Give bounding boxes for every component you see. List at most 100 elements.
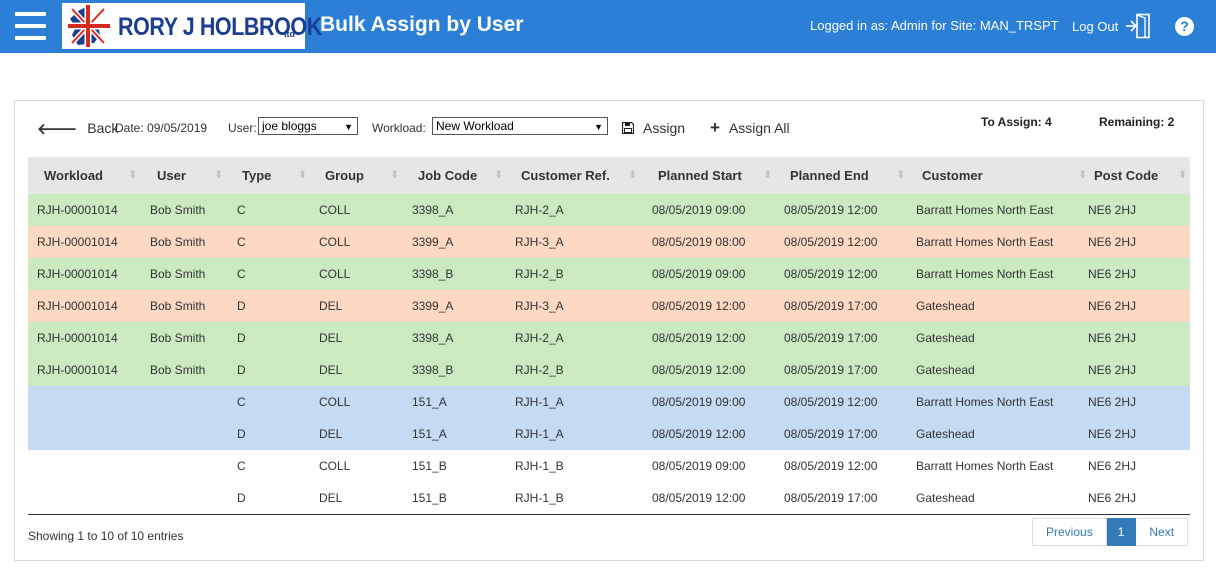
cell-planned-end: 08/05/2019 17:00 — [784, 331, 878, 345]
cell-post-code: NE6 2HJ — [1088, 267, 1137, 281]
cell-group: COLL — [319, 395, 351, 409]
sort-arrows-icon[interactable]: ⬍ — [214, 169, 224, 181]
sort-arrows-icon[interactable]: ⬍ — [1078, 169, 1088, 181]
cell-user: Bob Smith — [150, 363, 206, 377]
cell-group: COLL — [319, 459, 351, 473]
arrow-left-icon: 🡐 — [37, 120, 78, 138]
sort-arrows-icon[interactable]: ⬍ — [390, 169, 400, 181]
assign-all-label: Assign All — [728, 120, 790, 136]
cell-customer: Gateshead — [916, 363, 975, 377]
column-header-customer-ref[interactable]: Customer Ref. — [521, 168, 610, 183]
cell-user: Bob Smith — [150, 299, 206, 313]
cell-planned-end: 08/05/2019 17:00 — [784, 491, 878, 505]
table-row[interactable]: C COLL 151_A RJH-1_A 08/05/2019 09:00 08/05/2… — [28, 386, 1190, 418]
cell-post-code: NE6 2HJ — [1088, 363, 1137, 377]
table-row[interactable]: D DEL 151_A RJH-1_A 08/05/2019 12:00 08/05/20… — [28, 418, 1190, 450]
previous-page-button[interactable]: Previous — [1032, 518, 1107, 546]
cell-type: C — [237, 203, 246, 217]
cell-group: DEL — [319, 427, 343, 441]
cell-user: Bob Smith — [150, 267, 206, 281]
cell-customer: Gateshead — [916, 427, 975, 441]
cell-planned-end: 08/05/2019 12:00 — [784, 203, 878, 217]
cell-planned-start: 08/05/2019 12:00 — [652, 331, 746, 345]
cell-planned-end: 08/05/2019 17:00 — [784, 427, 878, 441]
column-header-job-code[interactable]: Job Code — [418, 168, 478, 183]
sort-arrows-icon[interactable]: ⬍ — [896, 169, 906, 181]
cell-customer-ref: RJH-3_A — [515, 299, 564, 313]
cell-post-code: NE6 2HJ — [1088, 395, 1137, 409]
cell-type: D — [237, 299, 246, 313]
union-jack-map-icon — [68, 5, 110, 47]
workload-label: Workload: — [372, 121, 426, 135]
cell-customer: Barratt Homes North East — [916, 395, 1054, 409]
cell-post-code: NE6 2HJ — [1088, 491, 1137, 505]
sort-arrows-icon[interactable]: ⬍ — [763, 169, 773, 181]
cell-planned-end: 08/05/2019 12:00 — [784, 395, 878, 409]
table-row[interactable]: RJH-00001014 Bob Smith C COLL 3398_B RJH-2_B 0… — [28, 258, 1190, 290]
table-body: RJH-00001014 Bob Smith C COLL 3398_A RJH-2_A 0… — [28, 194, 1190, 514]
cell-workload: RJH-00001014 — [37, 331, 118, 345]
sort-arrows-icon[interactable]: ⬍ — [494, 169, 504, 181]
table-row[interactable]: RJH-00001014 Bob Smith C COLL 3398_A RJH-2_A 0… — [28, 194, 1190, 226]
table-row[interactable]: RJH-00001014 Bob Smith D DEL 3398_B RJH-2_B 08… — [28, 354, 1190, 386]
cell-group: DEL — [319, 491, 343, 505]
column-header-group[interactable]: Group — [325, 168, 364, 183]
cell-planned-end: 08/05/2019 12:00 — [784, 267, 878, 281]
pagination: Previous 1 Next — [1032, 518, 1189, 546]
cell-type: D — [237, 491, 246, 505]
cell-post-code: NE6 2HJ — [1088, 427, 1137, 441]
column-header-user[interactable]: User — [157, 168, 186, 183]
cell-job-code: 151_B — [412, 491, 447, 505]
caret-down-icon: ▼ — [344, 122, 353, 132]
cell-customer-ref: RJH-2_A — [515, 203, 564, 217]
remaining-count: Remaining: 2 — [1099, 115, 1175, 129]
sort-arrows-icon[interactable]: ⬍ — [1178, 169, 1188, 181]
cell-planned-start: 08/05/2019 12:00 — [652, 491, 746, 505]
table-row[interactable]: RJH-00001014 Bob Smith C COLL 3399_A RJH-3_A 0… — [28, 226, 1190, 258]
table-row[interactable]: RJH-00001014 Bob Smith D DEL 3399_A RJH-3_A 08… — [28, 290, 1190, 322]
assign-all-button[interactable]: + Assign All — [710, 118, 790, 137]
company-logo: RORY J HOLBROOK ltd — [62, 3, 322, 49]
sort-arrows-icon[interactable]: ⬍ — [298, 169, 308, 181]
cell-planned-start: 08/05/2019 09:00 — [652, 203, 746, 217]
sort-arrows-icon[interactable]: ⬍ — [628, 169, 638, 181]
cell-customer: Gateshead — [916, 299, 975, 313]
cell-customer: Barratt Homes North East — [916, 235, 1054, 249]
cell-planned-end: 08/05/2019 12:00 — [784, 235, 878, 249]
cell-planned-start: 08/05/2019 12:00 — [652, 427, 746, 441]
cell-workload: RJH-00001014 — [37, 299, 118, 313]
assign-button[interactable]: Assign — [622, 120, 685, 136]
cell-group: DEL — [319, 363, 343, 377]
table-header: Workload ⬍ User ⬍ Type ⬍ Group ⬍ Job Code ⬍ Custom… — [28, 157, 1190, 194]
back-button[interactable]: 🡐 Back — [37, 120, 118, 138]
assign-label: Assign — [643, 120, 686, 136]
workload-select[interactable]: New Workload ▼ — [432, 117, 608, 135]
logout-button[interactable]: Log Out — [1072, 12, 1152, 40]
cell-job-code: 151_A — [412, 427, 447, 441]
next-page-button[interactable]: Next — [1136, 518, 1189, 546]
cell-job-code: 151_A — [412, 395, 447, 409]
column-header-workload[interactable]: Workload — [44, 168, 103, 183]
table-row[interactable]: RJH-00001014 Bob Smith D DEL 3398_A RJH-2_A 08… — [28, 322, 1190, 354]
column-header-planned-end[interactable]: Planned End — [790, 168, 869, 183]
cell-group: DEL — [319, 331, 343, 345]
cell-customer-ref: RJH-2_B — [515, 363, 564, 377]
table-row[interactable]: C COLL 151_B RJH-1_B 08/05/2019 09:00 08/05/2… — [28, 450, 1190, 482]
cell-customer-ref: RJH-1_B — [515, 459, 564, 473]
cell-workload: RJH-00001014 — [37, 363, 118, 377]
cell-group: COLL — [319, 267, 351, 281]
user-select[interactable]: joe bloggs ▼ — [258, 117, 358, 135]
cell-customer: Barratt Homes North East — [916, 459, 1054, 473]
column-header-planned-start[interactable]: Planned Start — [658, 168, 742, 183]
table-row[interactable]: D DEL 151_B RJH-1_B 08/05/2019 12:00 08/05/20… — [28, 482, 1190, 514]
column-header-type[interactable]: Type — [242, 168, 272, 183]
hamburger-menu-icon[interactable] — [15, 12, 46, 40]
help-circle-icon[interactable]: ? — [1175, 17, 1194, 36]
user-label: User: — [228, 121, 257, 135]
cell-customer-ref: RJH-1_B — [515, 491, 564, 505]
page-1-button[interactable]: 1 — [1106, 518, 1137, 546]
sort-arrows-icon[interactable]: ⬍ — [128, 169, 138, 181]
user-select-value: joe bloggs — [262, 119, 317, 133]
column-header-customer[interactable]: Customer — [922, 168, 983, 183]
column-header-post-code[interactable]: Post Code — [1094, 168, 1159, 183]
